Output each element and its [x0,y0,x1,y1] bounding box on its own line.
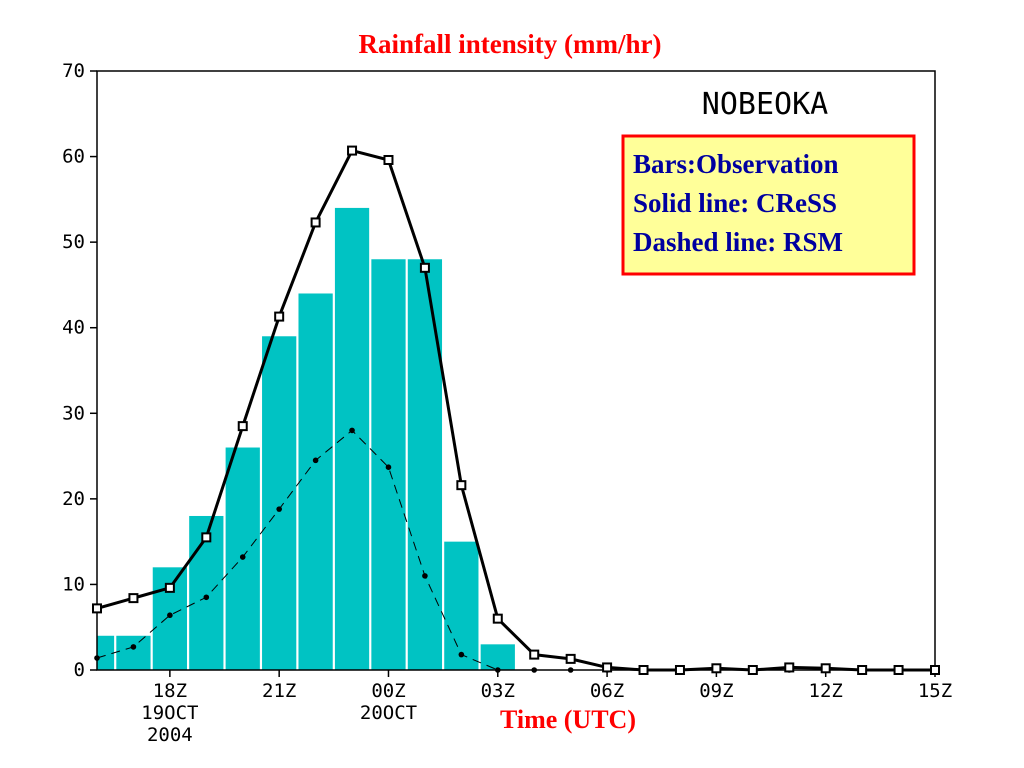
rsm-point-13 [567,667,574,673]
x-tick-label-6-0: 12Z [809,680,843,702]
cress-point-17 [711,663,722,674]
y-tick-label-5: 50 [62,231,85,253]
y-tick-label-7: 70 [62,60,85,82]
rsm-point-3 [203,594,210,601]
model-lines [92,145,940,675]
rsm-point-10 [458,651,465,658]
rsm-point-12 [531,667,538,673]
y-tick-label-0: 0 [74,659,85,681]
cress-point-10 [456,480,467,491]
x-tick-label-5-0: 09Z [699,680,733,702]
rsm-point-6 [312,457,319,464]
y-tick-label-6: 60 [62,146,85,168]
rsm-point-11 [494,667,501,673]
cress-point-0 [92,603,102,614]
x-tick-label-0-1: 19OCT [141,702,198,724]
cress-point-9 [419,262,430,273]
cress-point-4 [237,421,248,432]
rsm-point-7 [349,427,355,434]
chart-title: Rainfall intensity (mm/hr) [359,29,662,59]
cress-point-11 [492,613,503,624]
cress-point-12 [529,649,540,660]
y-tick-label-1: 10 [62,573,85,595]
x-tick-label-0-2: 2004 [147,724,193,746]
cress-point-1 [128,593,139,604]
cress-point-18 [747,665,758,675]
cress-point-5 [274,311,285,322]
bar-2 [152,567,187,670]
bar-1 [116,635,151,670]
legend: Bars:Observation Solid line: CReSS Dashe… [621,134,916,276]
cress-point-3 [201,532,212,543]
cress-point-7 [347,145,358,156]
cress-line [96,149,935,672]
rsm-point-0 [94,655,100,661]
legend-entry-rsm: Dashed line: RSM [633,227,843,257]
cress-point-13 [565,653,576,664]
legend-entry-cress: Solid line: CReSS [633,188,837,218]
rsm-point-5 [276,506,282,512]
cress-point-14 [602,662,613,673]
bar-0 [97,635,115,670]
rsm-point-1 [130,644,137,650]
bar-7 [334,207,370,670]
x-tick-label-1-0: 21Z [262,680,296,702]
bar-9 [407,259,443,670]
y-tick-label-2: 20 [62,488,85,510]
x-tick-label-0-0: 18Z [153,680,187,702]
x-tick-label-3-0: 03Z [481,680,515,702]
x-axis-label: Time (UTC) [500,705,636,734]
cress-point-22 [893,665,904,675]
station-label: NOBEOKA [702,87,828,122]
bar-5 [262,336,297,670]
bar-6 [298,293,333,670]
cress-point-6 [310,217,321,228]
observation-bars [97,207,515,670]
rsm-point-4 [239,554,246,560]
x-tick-label-2-1: 20OCT [360,702,417,724]
x-tick-label-4-0: 06Z [590,680,624,702]
cress-point-23 [930,665,940,675]
bar-10 [444,541,479,670]
cress-point-8 [383,154,394,165]
cress-point-19 [784,662,795,673]
x-tick-label-2-0: 00Z [371,680,405,702]
y-tick-labels: 0 10 20 30 40 50 60 70 [62,60,85,681]
legend-box [621,134,916,276]
cress-point-20 [820,663,831,674]
rsm-point-2 [167,612,173,619]
x-tick-label-7-0: 15Z [918,680,952,702]
cress-point-21 [857,665,868,675]
rsm-point-9 [422,573,428,579]
y-tick-label-4: 40 [62,317,85,339]
cress-point-15 [638,665,649,675]
y-tick-label-3: 30 [62,402,85,424]
legend-entry-observation: Bars:Observation [633,149,839,179]
cress-point-16 [674,665,685,675]
cress-point-2 [164,582,175,593]
bar-11 [480,644,515,670]
rsm-line [96,429,935,671]
rsm-point-8 [385,464,392,470]
